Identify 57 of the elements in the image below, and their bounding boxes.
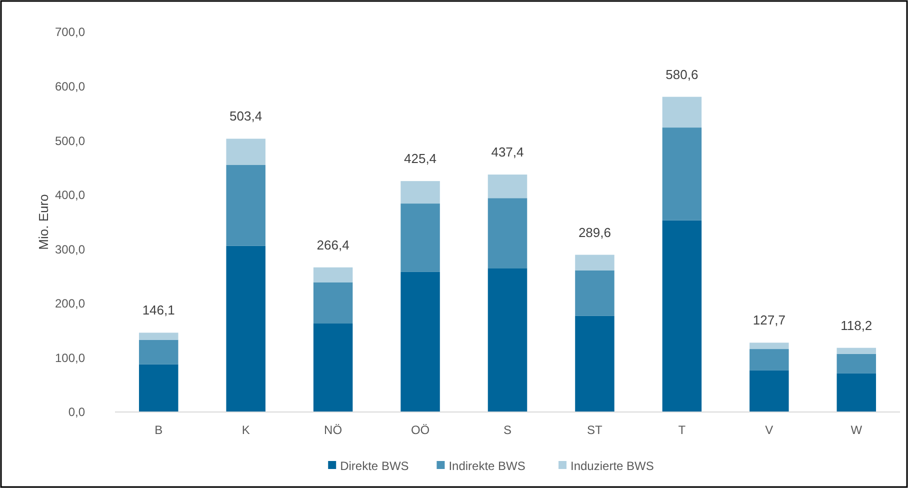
bar xyxy=(138,364,178,412)
bar xyxy=(836,354,876,374)
bar xyxy=(488,198,528,268)
total-label: 503,4 xyxy=(230,108,262,124)
bar xyxy=(313,282,353,324)
x-tick-label: K xyxy=(242,423,250,437)
legend-label: Induzierte BWS xyxy=(570,459,654,474)
y-tick-label: 500,0 xyxy=(54,134,86,148)
total-label: 580,6 xyxy=(666,66,698,82)
bar xyxy=(226,165,266,246)
bar xyxy=(138,340,178,364)
bar xyxy=(836,373,876,412)
bar xyxy=(750,349,789,370)
y-tick-label: 400,0 xyxy=(54,188,86,202)
bar xyxy=(750,342,789,350)
bar xyxy=(226,246,266,412)
bar xyxy=(226,138,266,165)
bar xyxy=(662,96,702,128)
bar xyxy=(750,370,789,412)
bar xyxy=(575,270,614,316)
total-label: 266,4 xyxy=(316,237,350,252)
total-label: 118,2 xyxy=(840,318,872,333)
bar xyxy=(313,324,353,412)
x-tick-label: OÖ xyxy=(410,423,430,437)
y-tick-label: 600,0 xyxy=(54,79,86,94)
legend-label: Direkte BWS xyxy=(340,459,409,474)
x-tick-label: B xyxy=(154,423,163,437)
y-tick-label: 200,0 xyxy=(54,296,86,311)
bar xyxy=(575,316,614,412)
bar xyxy=(836,348,876,354)
bar xyxy=(400,181,440,204)
x-tick-label: NÖ xyxy=(324,423,342,437)
bar xyxy=(400,204,440,272)
x-tick-label: S xyxy=(503,423,512,437)
x-tick-label: V xyxy=(765,423,774,437)
bar xyxy=(400,272,440,412)
legend-label: Indirekte BWS xyxy=(448,459,526,474)
total-label: 289,6 xyxy=(578,224,611,240)
bar xyxy=(662,220,702,412)
y-axis-title: Mio. Euro xyxy=(36,194,51,250)
x-tick-label: ST xyxy=(587,423,604,437)
total-label: 425,4 xyxy=(404,151,437,166)
total-label: 146,1 xyxy=(142,302,175,318)
bar xyxy=(662,128,702,220)
y-tick-label: 0,0 xyxy=(68,405,86,420)
total-label: 437,4 xyxy=(491,144,524,160)
bar xyxy=(488,174,528,198)
bar xyxy=(488,268,528,412)
x-tick-label: T xyxy=(678,423,686,437)
y-tick-label: 700,0 xyxy=(54,25,86,40)
total-label: 127,7 xyxy=(752,312,786,328)
bar xyxy=(575,254,614,270)
y-tick-label: 300,0 xyxy=(54,242,86,256)
y-tick-label: 100,0 xyxy=(54,350,86,365)
bar xyxy=(138,332,178,340)
bar xyxy=(313,267,353,282)
x-tick-label: W xyxy=(850,423,863,437)
